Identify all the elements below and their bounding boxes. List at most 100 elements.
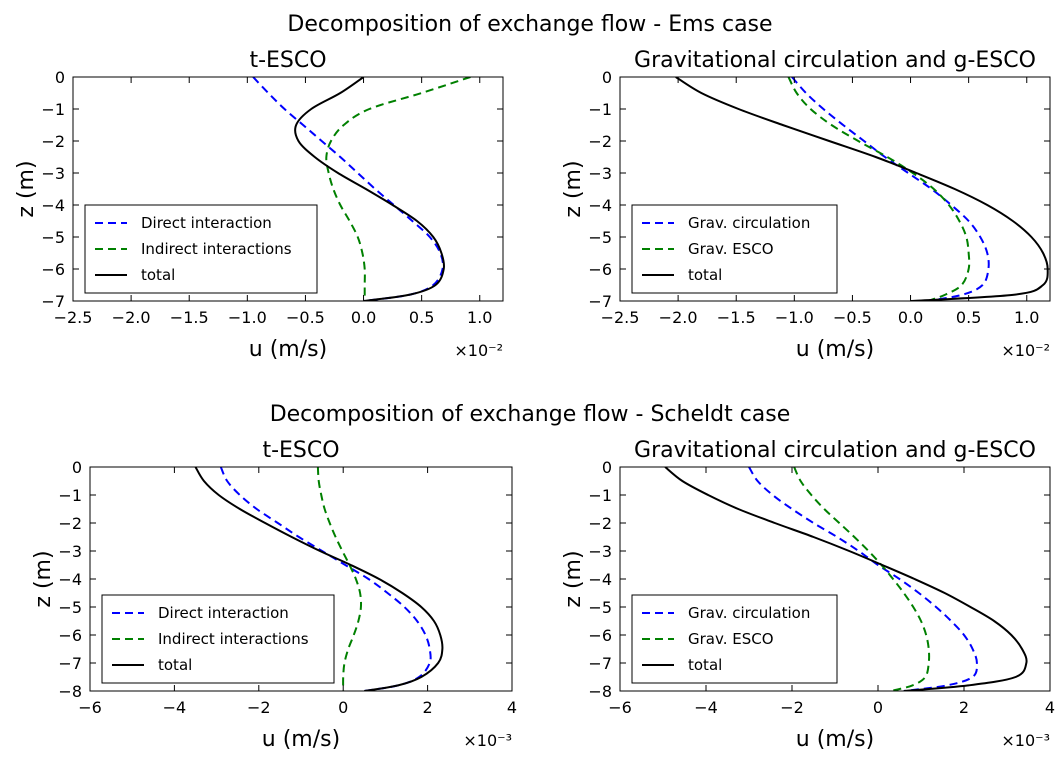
x-tick-label: −4	[694, 698, 718, 717]
bottom-figure-title: Decomposition of exchange flow - Scheldt…	[270, 402, 791, 427]
x-axis-label: u (m/s)	[249, 337, 327, 362]
y-tick-label: −2	[588, 514, 612, 533]
x-tick-label: 0.0	[351, 308, 376, 327]
x-tick-label: −1.5	[170, 308, 209, 327]
chart-panel-2: −2.5 −2.0 −1.5 −1.0 −0.5 0.0 0.5 1.0 0 −1 −2 −3 −4 −5…	[561, 48, 1051, 362]
plot-lines	[664, 467, 1028, 691]
legend-label-1: Grav. circulation	[688, 604, 810, 622]
x-tick-label: −2	[780, 698, 804, 717]
legend-label-2: Indirect interactions	[158, 630, 309, 648]
panel-title: t-ESCO	[249, 48, 326, 73]
legend-label-1: Direct interaction	[141, 214, 272, 232]
y-tick-label: −3	[58, 542, 82, 561]
plot-lines	[194, 467, 444, 691]
legend: Grav. circulation Grav. ESCO total	[631, 204, 838, 294]
panel-title: Gravitational circulation and g-ESCO	[634, 48, 1036, 73]
x-tick-label: −6	[608, 698, 632, 717]
legend: Direct interaction Indirect interactions t…	[101, 594, 335, 684]
series-line-1	[748, 467, 978, 691]
legend-box	[631, 204, 838, 294]
series-line-3	[194, 467, 444, 691]
x-tick-label: 1.0	[1014, 308, 1039, 327]
x-tick-label: −4	[163, 698, 187, 717]
x-tick-label: 1.0	[467, 308, 492, 327]
series-line-3	[675, 77, 1049, 301]
x-scale-offset-label: ×10⁻³	[1001, 731, 1050, 750]
y-tick-label: −5	[588, 598, 612, 617]
y-tick-label: −5	[58, 598, 82, 617]
legend-label-2: Grav. ESCO	[688, 240, 774, 258]
y-tick-label: 0	[72, 458, 82, 477]
x-tick-label: 2	[423, 698, 433, 717]
x-axis-label: u (m/s)	[262, 727, 340, 752]
series-line-3	[664, 467, 1028, 691]
y-tick-label: −4	[588, 196, 612, 215]
x-tick-label: 4	[507, 698, 517, 717]
y-tick-label: −4	[58, 570, 82, 589]
x-tick-label: 0.0	[898, 308, 923, 327]
x-tick-label: −2.0	[112, 308, 151, 327]
y-tick-label: −2	[588, 132, 612, 151]
x-tick-label: −0.5	[833, 308, 872, 327]
x-scale-offset-label: ×10⁻²	[454, 341, 503, 360]
y-tick-label: 0	[602, 458, 612, 477]
x-tick-label: −1.0	[228, 308, 267, 327]
panel-title: Gravitational circulation and g-ESCO	[634, 438, 1036, 463]
legend: Direct interaction Indirect interactions t…	[84, 204, 318, 294]
x-scale-offset-label: ×10⁻²	[1001, 341, 1050, 360]
chart-panel-3: −6 −4 −2 0 2 4 0 −1 −2 −3 −4 −5 −6 −7 −8 t-ESCO u (m/s) z…	[31, 438, 517, 752]
legend-label-3: total	[158, 656, 192, 674]
y-tick-label: −6	[41, 260, 65, 279]
legend-box	[631, 594, 838, 684]
y-tick-label: −5	[588, 228, 612, 247]
legend-label-2: Grav. ESCO	[688, 630, 774, 648]
legend: Grav. circulation Grav. ESCO total	[631, 594, 838, 684]
y-tick-label: −7	[58, 654, 82, 673]
legend-label-1: Direct interaction	[158, 604, 289, 622]
plot-lines	[675, 77, 1049, 301]
y-tick-label: −1	[41, 100, 65, 119]
series-line-1	[219, 467, 432, 691]
series-line-2	[793, 467, 931, 691]
x-tick-label: −2.5	[54, 308, 93, 327]
panel-title: t-ESCO	[262, 438, 339, 463]
series-line-2	[316, 467, 363, 691]
y-tick-label: 0	[602, 68, 612, 87]
x-axis-label: u (m/s)	[796, 727, 874, 752]
x-tick-label: −1.0	[775, 308, 814, 327]
y-axis-label: z (m)	[561, 160, 586, 217]
x-tick-label: −6	[78, 698, 102, 717]
series-line-1	[791, 77, 990, 301]
x-tick-label: −2.0	[659, 308, 698, 327]
x-tick-label: 4	[1045, 698, 1055, 717]
series-line-2	[787, 77, 971, 301]
legend-label-2: Indirect interactions	[141, 240, 292, 258]
y-tick-label: −5	[41, 228, 65, 247]
plot-lines	[252, 77, 471, 301]
y-tick-label: −4	[41, 196, 65, 215]
series-line-1	[252, 77, 444, 301]
y-axis-label: z (m)	[14, 160, 39, 217]
legend-label-3: total	[141, 266, 175, 284]
x-tick-label: −2.5	[601, 308, 640, 327]
y-tick-label: −7	[41, 292, 65, 311]
y-tick-label: −8	[588, 682, 612, 701]
x-tick-label: 0	[873, 698, 883, 717]
x-tick-label: −2	[247, 698, 271, 717]
y-tick-label: 0	[55, 68, 65, 87]
legend-label-3: total	[688, 656, 722, 674]
y-axis-label: z (m)	[31, 550, 56, 607]
y-tick-label: −1	[588, 100, 612, 119]
y-tick-label: −4	[588, 570, 612, 589]
x-axis-label: u (m/s)	[796, 337, 874, 362]
x-tick-label: 2	[959, 698, 969, 717]
y-tick-label: −1	[588, 486, 612, 505]
y-tick-label: −1	[58, 486, 82, 505]
axes-frame	[619, 76, 1051, 302]
y-tick-label: −2	[41, 132, 65, 151]
chart-panel-4: −6 −4 −2 0 2 4 0 −1 −2 −3 −4 −5 −6 −7 −8 Gravitational …	[561, 438, 1055, 752]
y-tick-label: −3	[588, 542, 612, 561]
x-scale-offset-label: ×10⁻³	[463, 731, 512, 750]
y-tick-label: −8	[58, 682, 82, 701]
